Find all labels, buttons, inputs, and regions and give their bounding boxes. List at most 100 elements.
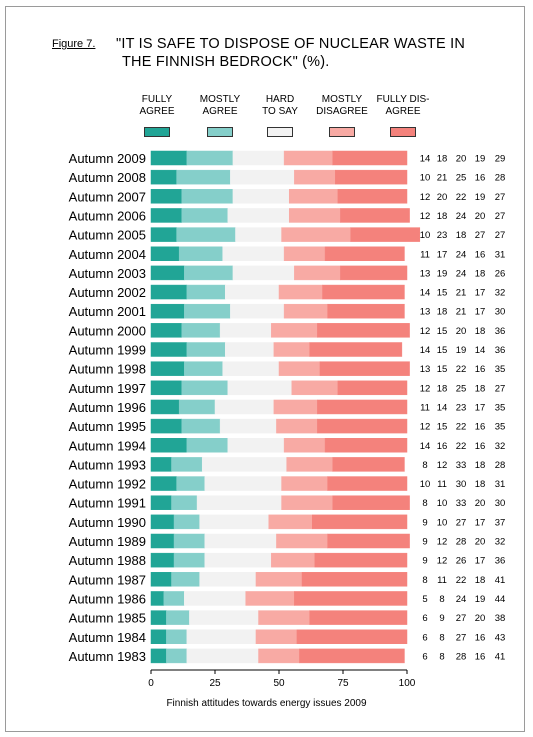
bar-segment [166, 629, 188, 644]
data-label: 11 [437, 479, 447, 490]
data-label: 22 [456, 422, 467, 433]
x-tick-label: 100 [399, 678, 416, 689]
bar-segment [150, 648, 167, 664]
bar-segment [322, 284, 405, 300]
data-label: 22 [456, 192, 467, 203]
bar-segment [283, 246, 326, 261]
bar-segment [224, 342, 275, 357]
data-label: 17 [437, 249, 448, 260]
data-label: 16 [475, 441, 486, 452]
legend-swatch-fully-agree [144, 127, 170, 137]
data-label: 6 [422, 613, 427, 624]
data-label: 19 [475, 594, 486, 605]
legend-swatch-mostly-disagree [329, 127, 355, 137]
data-label: 13 [420, 364, 431, 375]
bar-segment [150, 284, 188, 300]
data-label: 35 [495, 364, 506, 375]
bar-segment [332, 150, 408, 166]
data-label: 11 [437, 575, 447, 586]
data-label: 27 [456, 632, 467, 643]
data-label: 24 [456, 594, 467, 605]
data-label: 18 [475, 575, 486, 586]
data-label: 27 [475, 230, 486, 241]
data-label: 15 [437, 422, 448, 433]
bar-segment [184, 265, 234, 281]
data-label: 32 [495, 537, 506, 548]
bar-segment [173, 514, 200, 530]
data-label: 21 [456, 307, 467, 318]
category-label: Autumn 2002 [69, 285, 146, 300]
data-label: 19 [437, 268, 448, 279]
data-label: 19 [475, 192, 486, 203]
bar-segment [288, 189, 339, 204]
category-label: Autumn 1992 [69, 477, 146, 492]
data-label: 16 [475, 364, 486, 375]
category-label: Autumn 2006 [69, 208, 146, 223]
data-label: 18 [437, 307, 448, 318]
bar-segment [184, 361, 223, 376]
bar-segment [163, 591, 185, 606]
data-label: 28 [495, 173, 506, 184]
bar-segment [327, 533, 410, 549]
bar-segment [150, 629, 167, 644]
bar-segment [150, 323, 182, 338]
bar-segment [294, 169, 336, 185]
bar-segment [181, 189, 234, 204]
data-label: 10 [437, 498, 448, 509]
bar-segment [178, 399, 216, 415]
category-label: Autumn 1997 [69, 381, 146, 396]
bar-segment [319, 361, 410, 376]
bar-segment [150, 265, 185, 281]
bar-segment [227, 380, 293, 396]
bar-segment [150, 418, 182, 434]
bar-segment [150, 150, 188, 166]
data-label: 35 [495, 422, 506, 433]
bar-segment [150, 399, 180, 415]
category-label: Autumn 2000 [69, 323, 146, 338]
legend-swatch-fully-disagree [390, 127, 416, 137]
chart-title-line-1: "IT IS SAFE TO DISPOSE OF NUCLEAR WASTE … [116, 36, 465, 52]
category-label: Autumn 2005 [69, 228, 146, 243]
bar-segment [294, 591, 408, 606]
bar-segment [276, 533, 328, 549]
data-label: 18 [437, 211, 448, 222]
data-label: 23 [437, 230, 448, 241]
category-label: Autumn 2003 [69, 266, 146, 281]
data-label: 9 [422, 537, 427, 548]
data-label: 20 [475, 613, 486, 624]
bar-segment [150, 495, 172, 510]
bar-segment [176, 227, 236, 242]
legend-swatch-mostly-agree [207, 127, 233, 137]
bar-segment [255, 629, 298, 644]
data-label: 25 [456, 173, 467, 184]
data-label: 35 [495, 402, 506, 413]
bar-segment [286, 457, 334, 472]
bar-segment [314, 552, 408, 568]
data-label: 21 [456, 288, 467, 299]
data-label: 10 [437, 517, 448, 528]
data-label: 23 [456, 402, 467, 413]
bar-segment [301, 572, 408, 587]
data-label: 24 [456, 211, 467, 222]
data-label: 9 [422, 517, 427, 528]
bar-segment [350, 227, 421, 242]
bar-segment [327, 476, 408, 491]
data-label: 31 [495, 249, 506, 260]
bar-segment [224, 284, 280, 300]
data-label: 33 [456, 460, 467, 471]
data-label: 20 [475, 498, 486, 509]
data-label: 18 [475, 326, 486, 337]
bar-segment [335, 169, 408, 185]
bar-segment [317, 323, 410, 338]
data-label: 8 [422, 575, 427, 586]
bar-segment [324, 438, 408, 453]
bar-segment [222, 361, 280, 376]
bar-segment [232, 265, 295, 281]
data-label: 14 [420, 154, 431, 165]
bar-segment [186, 284, 226, 300]
bar-segment [291, 380, 339, 396]
data-label: 8 [439, 594, 444, 605]
bar-segment [150, 361, 185, 376]
bar-segment [150, 572, 172, 587]
